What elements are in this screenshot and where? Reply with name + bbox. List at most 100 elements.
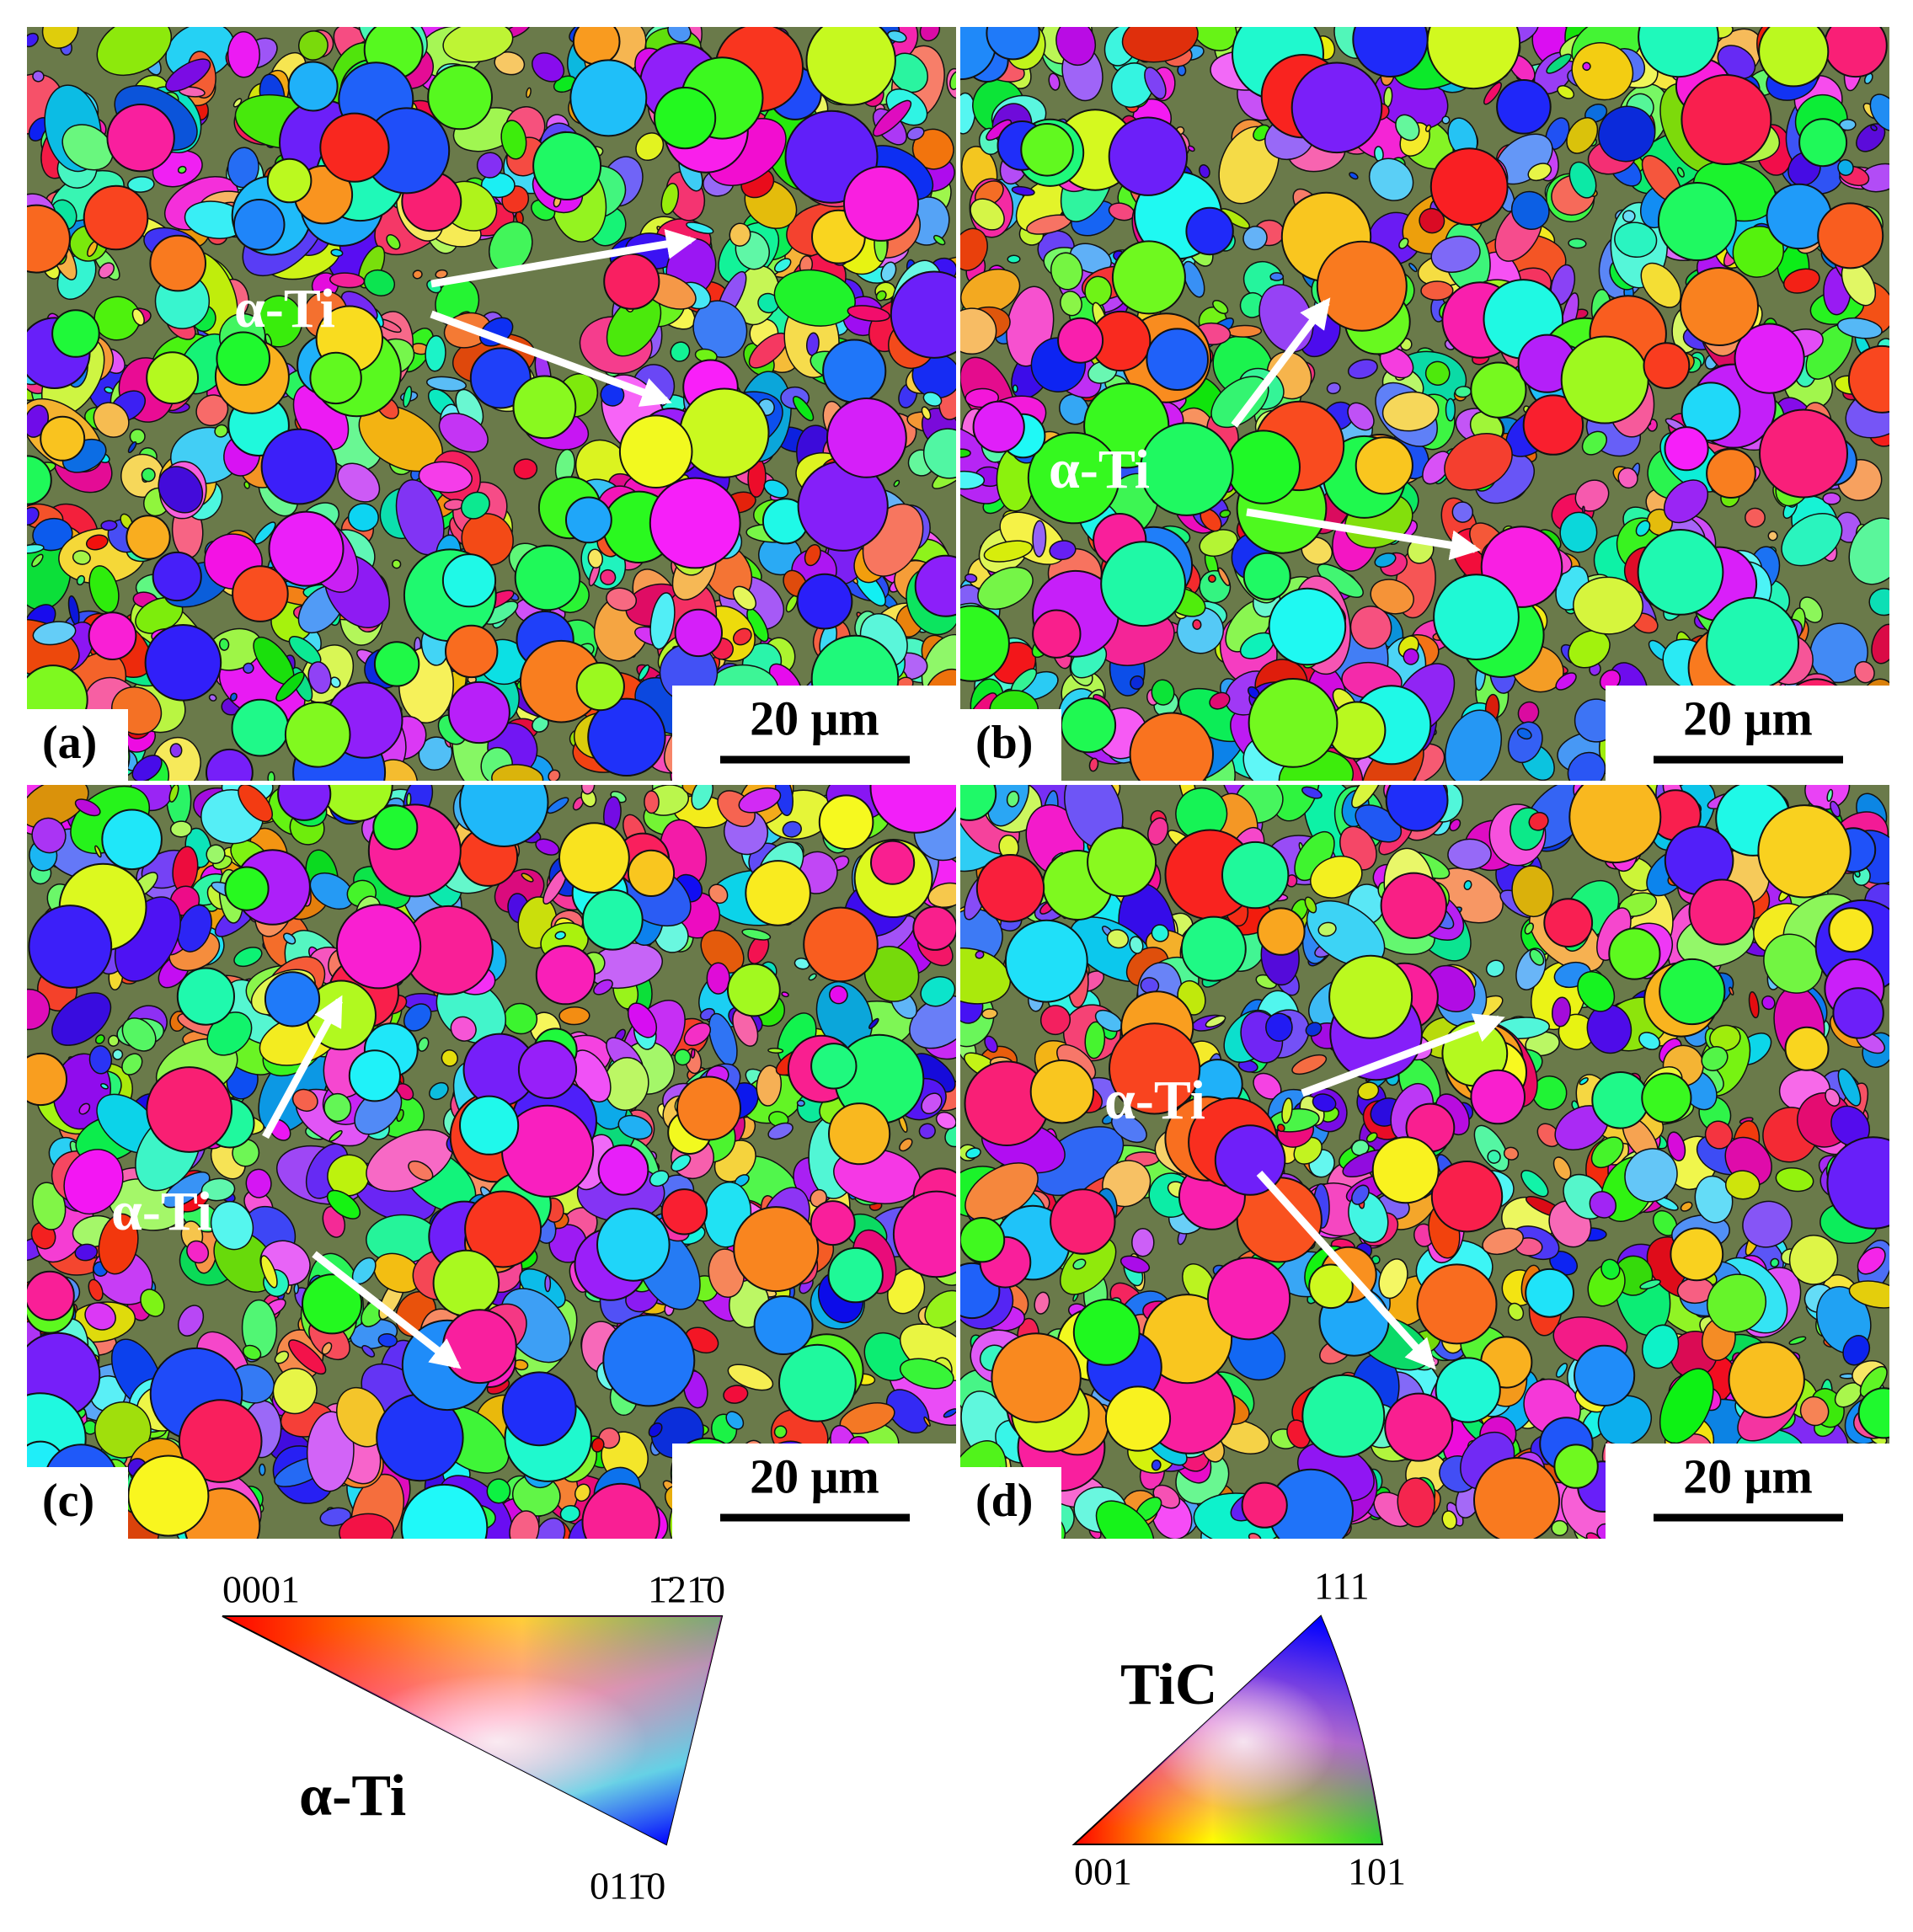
- scale-bar-box: [1606, 686, 1889, 781]
- grain: [1084, 275, 1113, 307]
- panel-label: (c): [42, 1475, 94, 1527]
- grain: [960, 605, 1010, 682]
- grain: [427, 64, 493, 131]
- grain: [1516, 728, 1532, 740]
- grain: [729, 222, 751, 247]
- grain: [923, 1416, 931, 1427]
- panel-label: (d): [975, 1475, 1033, 1527]
- grain: [892, 1190, 956, 1278]
- grain: [1473, 1457, 1560, 1539]
- grain: [1528, 812, 1549, 831]
- grain: [1408, 263, 1418, 273]
- grain: [1290, 61, 1383, 154]
- grain: [674, 1049, 692, 1066]
- label-box: [27, 1467, 128, 1539]
- grain: [1826, 788, 1834, 802]
- grain: [98, 1213, 139, 1275]
- grain: [361, 1345, 376, 1358]
- grain: [649, 1170, 670, 1187]
- grain: [753, 1295, 814, 1355]
- grain: [1706, 448, 1756, 499]
- grain: [1429, 147, 1509, 227]
- grain: [1447, 838, 1492, 871]
- grain: [1139, 422, 1234, 516]
- grain: [1870, 124, 1878, 131]
- grain: [27, 543, 45, 554]
- grain: [1212, 299, 1229, 315]
- grain: [1637, 529, 1724, 616]
- grain: [1020, 123, 1074, 177]
- grain: [1566, 117, 1599, 154]
- grain: [27, 506, 40, 526]
- grain: [596, 1208, 671, 1282]
- grain: [1571, 42, 1634, 101]
- grain: [127, 1454, 210, 1537]
- grain: [1395, 114, 1420, 141]
- grain: [1775, 1166, 1814, 1193]
- grain: [1657, 182, 1737, 261]
- grain: [756, 1065, 783, 1107]
- grain: [106, 104, 175, 173]
- grain: [1111, 62, 1154, 109]
- grain: [302, 1273, 363, 1335]
- grain: [804, 543, 821, 567]
- arrow: [312, 1251, 462, 1369]
- grain: [1012, 384, 1018, 393]
- grain: [1507, 1302, 1525, 1321]
- grain: [403, 386, 413, 408]
- grain: [1529, 948, 1545, 966]
- corner-label: 1̄21̄0: [648, 1568, 725, 1611]
- grain: [991, 1332, 1082, 1423]
- grain: [535, 838, 560, 856]
- scale-bar-label: 20 μm: [750, 691, 879, 745]
- grain: [1781, 513, 1843, 567]
- grain: [447, 680, 510, 745]
- grain: [1207, 1257, 1291, 1341]
- grain: [575, 662, 625, 712]
- grain: [708, 883, 729, 905]
- grain: [627, 1002, 658, 1038]
- grain: [337, 462, 381, 503]
- grain: [232, 199, 286, 251]
- grain: [293, 1283, 300, 1294]
- grain: [1088, 757, 1099, 772]
- grain: [464, 1190, 542, 1268]
- grain: [227, 147, 259, 189]
- grain: [186, 1240, 210, 1264]
- grain: [1724, 1170, 1761, 1200]
- grain: [1757, 804, 1852, 899]
- grain: [868, 1017, 879, 1029]
- grain: [27, 455, 52, 505]
- grain: [1007, 254, 1021, 264]
- grain: [1704, 1120, 1734, 1150]
- grain: [1676, 167, 1685, 178]
- grain: [660, 1188, 708, 1236]
- grain: [227, 30, 260, 78]
- grain: [1640, 262, 1682, 308]
- grain: [1426, 27, 1521, 90]
- grain: [1798, 118, 1848, 168]
- grain: [558, 1006, 590, 1026]
- grain: [1049, 540, 1077, 561]
- label-box: [960, 709, 1061, 781]
- grain: [1182, 260, 1205, 298]
- grain: [558, 822, 630, 894]
- grain: [532, 131, 602, 200]
- grain: [297, 30, 329, 61]
- grain: [432, 1249, 500, 1317]
- grain: [727, 1364, 774, 1391]
- grain: [1782, 268, 1820, 294]
- grain: [425, 334, 446, 372]
- grain: [1268, 587, 1347, 666]
- grain: [459, 1095, 520, 1155]
- corner-label: 111: [1314, 1565, 1370, 1608]
- grain: [981, 1008, 998, 1020]
- grain: [408, 1160, 434, 1182]
- grain: [1347, 402, 1375, 431]
- grain: [146, 351, 200, 405]
- grain: [1441, 115, 1451, 125]
- grain: [206, 844, 226, 864]
- grain: [674, 608, 723, 658]
- grain: [873, 99, 912, 137]
- grain: [27, 32, 39, 48]
